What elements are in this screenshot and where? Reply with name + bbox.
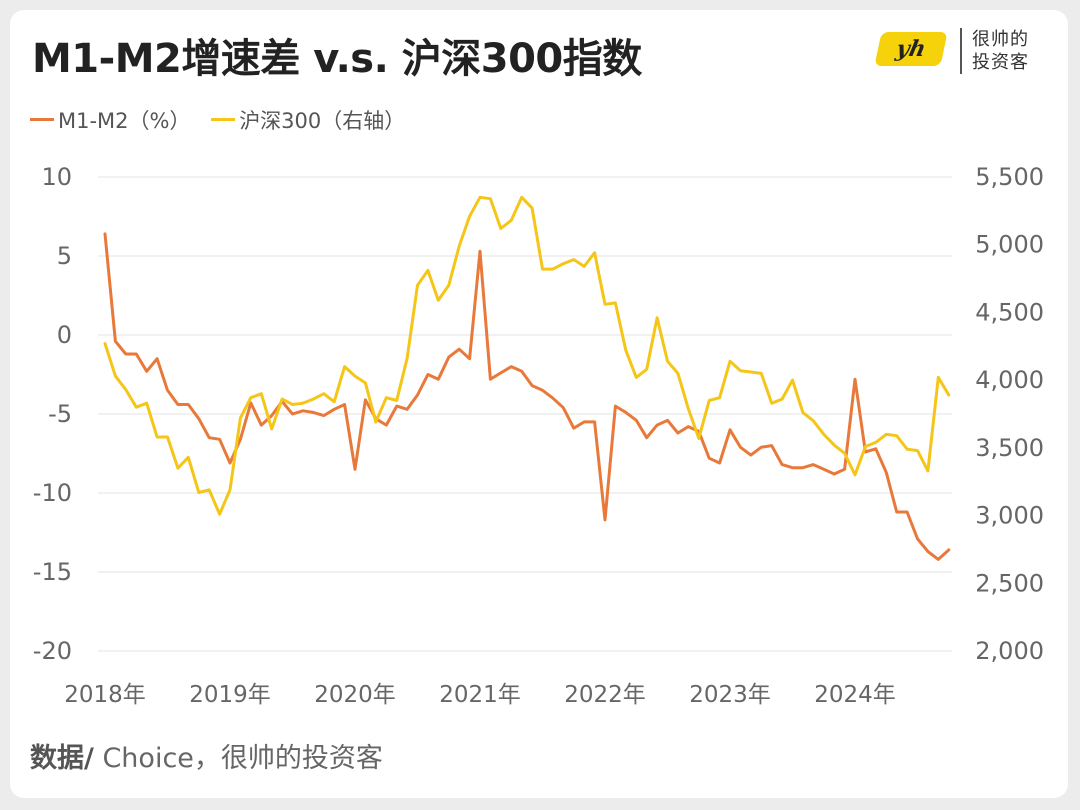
y-right-tick-label: 4,000 bbox=[975, 366, 1044, 394]
x-tick-label: 2022年 bbox=[564, 682, 646, 708]
y-right-tick-label: 5,500 bbox=[975, 163, 1044, 191]
y-left-tick-label: 10 bbox=[41, 163, 72, 191]
x-tick-label: 2019年 bbox=[189, 682, 271, 708]
legend-item-hs300: 沪深300（右轴） bbox=[211, 105, 405, 135]
y-left-tick-label: 5 bbox=[57, 242, 72, 270]
logo-text: 很帅的 投资客 bbox=[972, 29, 1029, 73]
source-label: 数据/ bbox=[30, 743, 94, 774]
x-tick-label: 2021年 bbox=[439, 682, 521, 708]
y-left-tick-label: 0 bbox=[57, 321, 72, 349]
x-tick-label: 2024年 bbox=[814, 682, 896, 708]
x-tick-label: 2018年 bbox=[64, 682, 146, 708]
chart-legend: M1-M2（%） 沪深300（右轴） bbox=[30, 102, 419, 135]
source-note: 数据/ Choice，很帅的投资客 bbox=[30, 736, 383, 775]
y-right-tick-label: 3,000 bbox=[975, 502, 1044, 530]
series-line-m1m2 bbox=[103, 232, 951, 561]
y-left-tick-label: -15 bbox=[33, 558, 72, 586]
y-left-tick-label: -20 bbox=[33, 637, 72, 665]
legend-swatch-m1m2 bbox=[30, 118, 54, 121]
x-tick-label: 2020年 bbox=[314, 682, 396, 708]
series-line-hs300 bbox=[103, 195, 951, 516]
legend-label-m1m2: M1-M2（%） bbox=[58, 108, 191, 133]
source-text: Choice，很帅的投资客 bbox=[93, 743, 383, 774]
legend-item-m1m2: M1-M2（%） bbox=[30, 105, 191, 135]
y-right-tick-label: 2,000 bbox=[975, 637, 1044, 665]
y-right-tick-label: 2,500 bbox=[975, 569, 1044, 597]
y-right-tick-label: 3,500 bbox=[975, 434, 1044, 462]
y-left-tick-label: -10 bbox=[33, 479, 72, 507]
logo-divider bbox=[960, 28, 962, 74]
legend-label-hs300: 沪深300（右轴） bbox=[239, 108, 406, 133]
y-right-tick-label: 4,500 bbox=[975, 298, 1044, 326]
legend-swatch-hs300 bbox=[211, 118, 236, 121]
y-left-tick-label: -5 bbox=[48, 400, 72, 428]
chart-title: M1-M2增速差 v.s. 沪深300指数 bbox=[32, 36, 642, 82]
brand-logo: yh 很帅的 投资客 bbox=[874, 24, 1058, 84]
x-tick-label: 2023年 bbox=[689, 682, 771, 708]
y-right-tick-label: 5,000 bbox=[975, 231, 1044, 259]
